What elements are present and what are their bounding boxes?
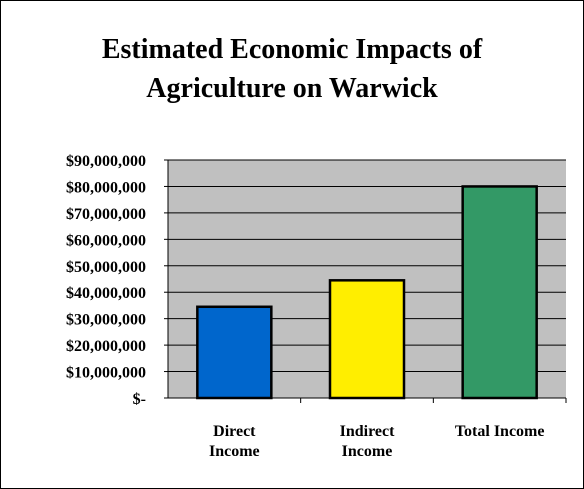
y-tick-label: $10,000,000	[66, 365, 146, 382]
x-tick-label: Income	[342, 443, 393, 460]
y-tick-label: $-	[133, 391, 146, 408]
x-tick-label: Indirect	[340, 423, 395, 440]
x-tick-label: Income	[209, 443, 260, 460]
y-tick-label: $60,000,000	[66, 232, 146, 249]
y-tick-label: $80,000,000	[66, 179, 146, 196]
bars	[196, 185, 538, 400]
chart-title-line: Agriculture on Warwick	[146, 73, 438, 104]
y-tick-label: $50,000,000	[66, 259, 146, 276]
bar-indirect-income	[328, 279, 406, 400]
bar-direct-income	[196, 305, 273, 400]
bar-total-income	[461, 185, 538, 400]
y-tick-label: $30,000,000	[66, 312, 146, 329]
x-tick-label: Total Income	[455, 423, 545, 440]
chart-title: Estimated Economic Impacts of Agriculture…	[102, 34, 483, 104]
x-tick-labels: Direct Income Indirect Income Total Income	[209, 398, 567, 460]
y-tick-labels: $- $10,000,000 $20,000,000 $30,000,000 $40,0…	[66, 153, 146, 408]
y-tick-label: $70,000,000	[66, 206, 146, 223]
y-tick-label: $20,000,000	[66, 338, 146, 355]
x-tick-label: Direct	[213, 423, 256, 440]
y-tick-label: $40,000,000	[66, 285, 146, 302]
y-tick-label: $90,000,000	[66, 153, 146, 170]
chart-title-line: Estimated Economic Impacts of	[102, 34, 483, 65]
